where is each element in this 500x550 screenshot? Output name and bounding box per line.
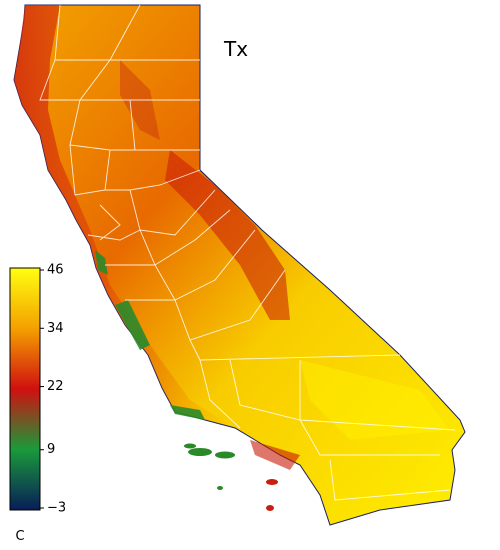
state-shape — [13, 4, 466, 526]
colorbar-tick-label: 46 — [47, 263, 64, 278]
colorbar-tick-label: 22 — [47, 379, 64, 394]
colorbar-unit: C — [15, 529, 24, 544]
colorbar-scale — [9, 267, 41, 511]
colorbar-tick-label: −3 — [47, 501, 66, 516]
colorbar-tick-label: 9 — [47, 442, 55, 457]
map-title: Tx — [223, 37, 248, 61]
colorbar-tick-label: 34 — [47, 321, 64, 336]
county-lines — [39, 4, 456, 501]
colorbar: −3 9 22 34 46 — [9, 263, 66, 516]
